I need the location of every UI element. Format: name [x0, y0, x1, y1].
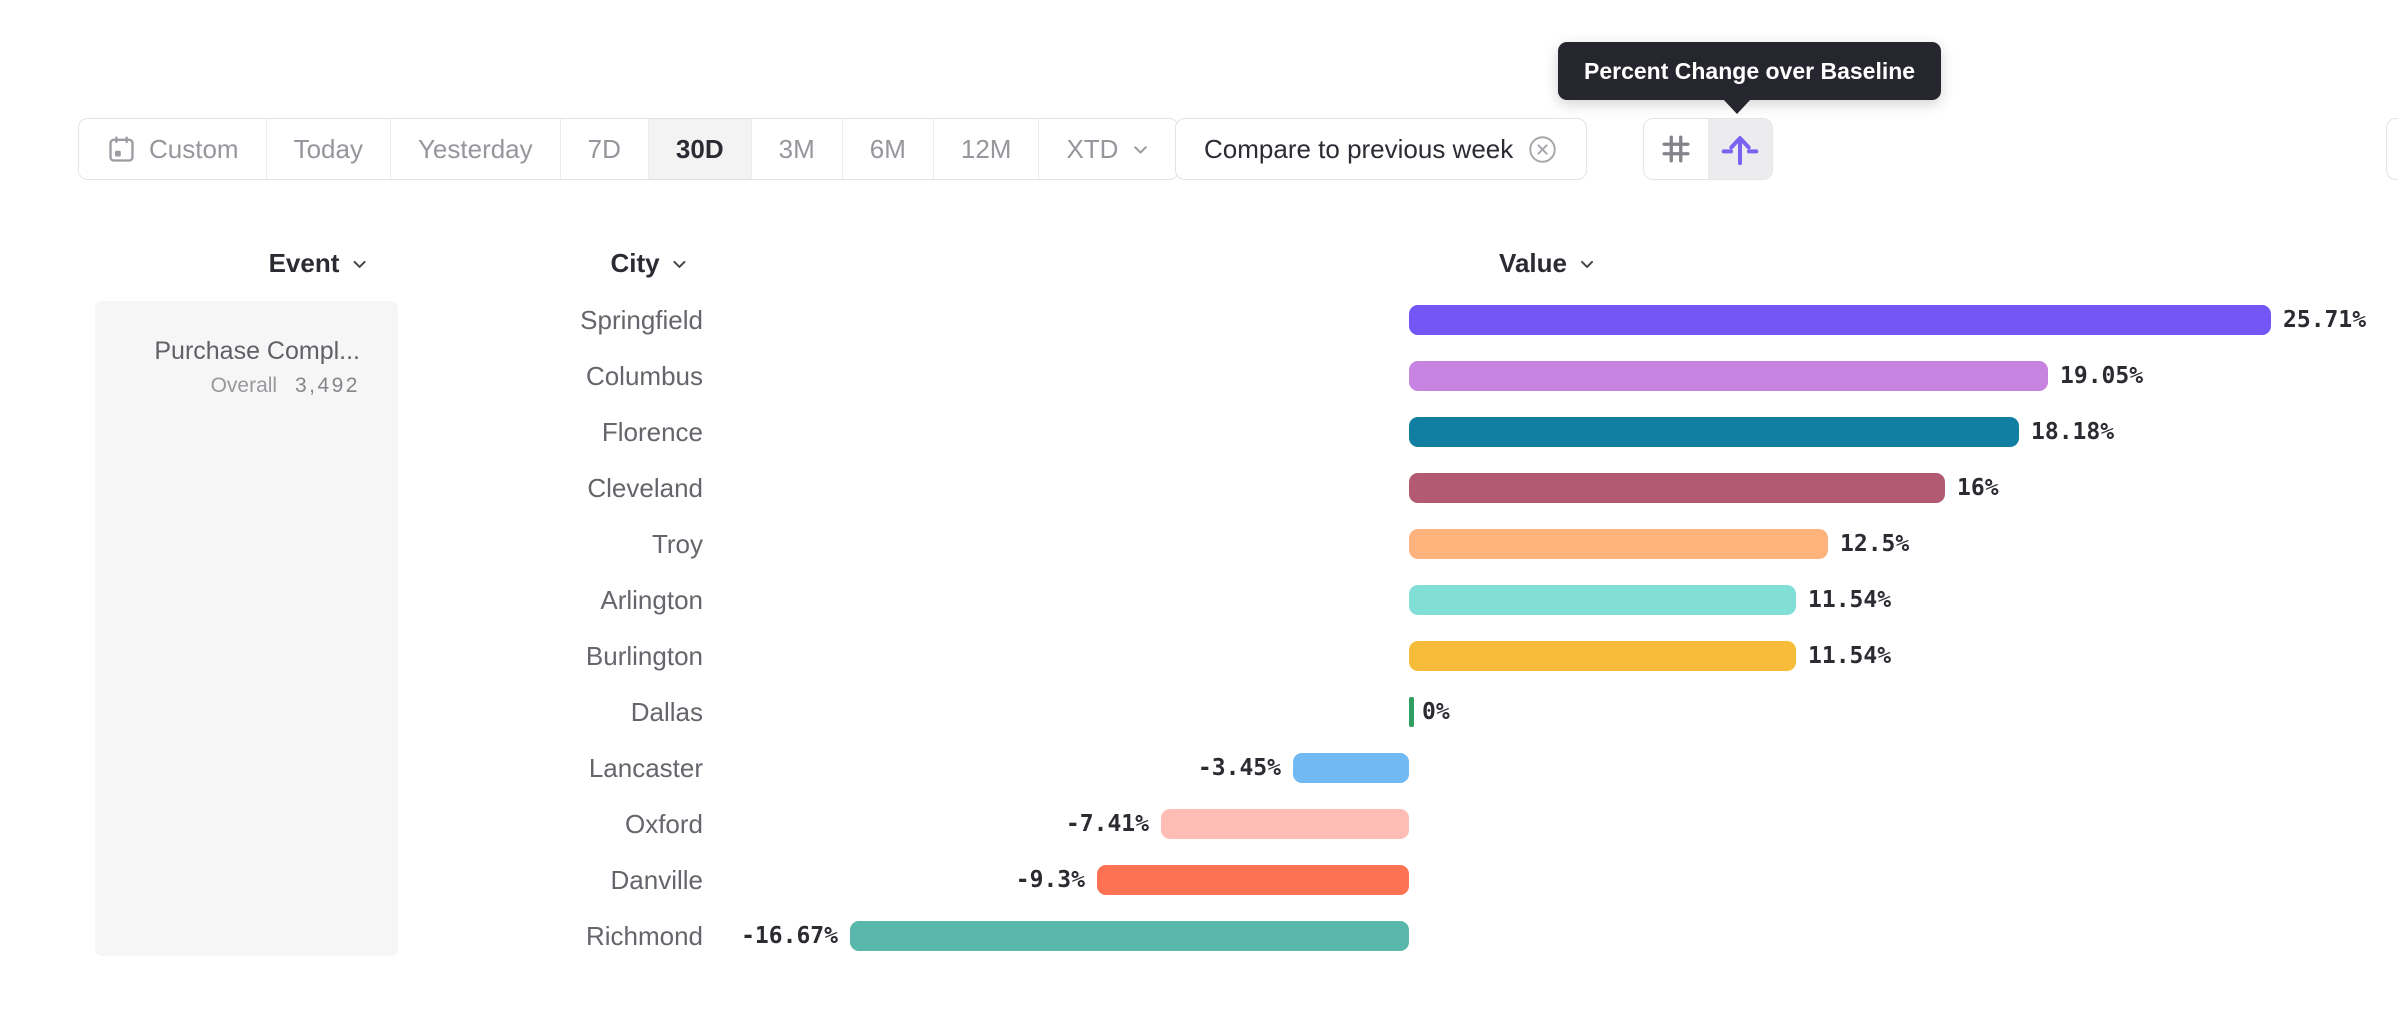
date-range-30d[interactable]: 30D	[648, 119, 752, 179]
column-header-event-label: Event	[268, 248, 340, 278]
city-label: Columbus	[585, 361, 703, 391]
event-title: Purchase Compl...	[154, 337, 360, 365]
tooltip-percent-change: Percent Change over Baseline	[1558, 42, 1942, 114]
date-range-12m[interactable]: 12M	[933, 119, 1040, 179]
bar[interactable]	[1409, 305, 2271, 335]
date-range-label: 30D	[675, 133, 724, 164]
bar-value-label: -3.45%	[1197, 755, 1281, 781]
city-label: Springfield	[580, 305, 703, 335]
chart-row: Troy 12.5%	[0, 516, 2398, 572]
bar[interactable]	[850, 921, 1409, 951]
bar-value-label: 0%	[1422, 699, 1450, 725]
date-range-label: 6M	[869, 133, 906, 164]
chart-row: Lancaster -3.45%	[0, 740, 2398, 796]
bar-value-label: -16.67%	[741, 923, 838, 949]
column-header-event[interactable]: Event	[269, 248, 370, 279]
date-range-label: 12M	[960, 133, 1012, 164]
chevron-down-icon	[1577, 254, 1597, 274]
bar-value-label: 11.54%	[1808, 587, 1892, 613]
city-label: Burlington	[585, 641, 703, 671]
event-overall: Overall 3,492	[115, 369, 360, 403]
bar[interactable]	[1409, 361, 2048, 391]
chart-row: Dallas 0%	[0, 684, 2398, 740]
chevron-down-icon	[1130, 139, 1151, 160]
date-range-6m[interactable]: 6M	[842, 119, 934, 179]
bar-value-label: -7.41%	[1065, 811, 1149, 837]
chart-row: Oxford -7.41%	[0, 796, 2398, 852]
chevron-down-icon	[349, 254, 369, 274]
bar-value-label: 11.54%	[1808, 643, 1892, 669]
grid-view-button[interactable]	[1644, 119, 1708, 179]
tooltip-arrow	[1723, 99, 1751, 114]
event-panel[interactable]: Purchase Compl... Overall 3,492	[95, 301, 398, 956]
clipped-right-button[interactable]	[2386, 118, 2398, 180]
bar-value-label: 19.05%	[2060, 363, 2144, 389]
city-label: Dallas	[630, 697, 703, 727]
chart-row: Burlington 11.54%	[0, 628, 2398, 684]
view-toggle	[1643, 118, 1773, 180]
date-range-label: 7D	[587, 133, 621, 164]
date-range-today[interactable]: Today	[266, 119, 391, 179]
bar-value-label: 25.71%	[2283, 307, 2367, 333]
tooltip-text: Percent Change over Baseline	[1584, 58, 1916, 84]
overall-value: 3,492	[294, 374, 360, 397]
bar[interactable]	[1097, 865, 1409, 895]
compare-button[interactable]: Compare to previous week	[1175, 118, 1588, 180]
bar[interactable]	[1409, 417, 2019, 447]
bar[interactable]	[1409, 641, 1796, 671]
overall-label: Overall	[210, 374, 278, 397]
calendar-icon	[106, 134, 137, 165]
bar[interactable]	[1409, 473, 1945, 503]
date-range-3m[interactable]: 3M	[751, 119, 843, 179]
city-label: Arlington	[600, 585, 703, 615]
bar[interactable]	[1409, 585, 1796, 615]
chart-row: Richmond -16.67%	[0, 908, 2398, 964]
close-circle-icon[interactable]	[1527, 134, 1558, 165]
date-range-custom[interactable]: Custom	[79, 119, 267, 179]
percent-change-view-button[interactable]	[1708, 119, 1772, 179]
city-label: Oxford	[624, 809, 703, 839]
chevron-down-icon	[670, 254, 690, 274]
city-label: Richmond	[585, 921, 703, 951]
grid-icon	[1657, 130, 1695, 168]
date-range-label: Today	[293, 133, 363, 164]
chart-row: Springfield 25.71%	[0, 292, 2398, 348]
chart-row: Columbus 19.05%	[0, 348, 2398, 404]
city-label: Florence	[601, 417, 703, 447]
date-range-group: Custom Today Yesterday 7D 30D 3M 6M 12M XTD	[78, 118, 1180, 180]
chart-row: Cleveland 16%	[0, 460, 2398, 516]
date-range-7d[interactable]: 7D	[560, 119, 649, 179]
date-range-label: Yesterday	[417, 133, 533, 164]
column-header-value[interactable]: Value	[1499, 248, 1597, 279]
bar[interactable]	[1409, 529, 1828, 559]
bar-value-label: 18.18%	[2031, 419, 2115, 445]
city-label: Cleveland	[587, 473, 703, 503]
bar-value-label: -9.3%	[1015, 867, 1085, 893]
column-header-city-label: City	[610, 248, 660, 278]
bar-chart: Springfield 25.71% Columbus 19.05% Florence 1…	[0, 292, 2398, 964]
bar[interactable]	[1293, 753, 1409, 783]
chart-row: Florence 18.18%	[0, 404, 2398, 460]
bar-value-label: 12.5%	[1840, 531, 1910, 557]
city-label: Danville	[610, 865, 704, 895]
date-range-yesterday[interactable]: Yesterday	[390, 119, 561, 179]
chart-row: Danville -9.3%	[0, 852, 2398, 908]
column-header-city[interactable]: City	[610, 248, 689, 279]
city-label: Lancaster	[588, 753, 703, 783]
column-header-value-label: Value	[1499, 248, 1567, 278]
city-label: Troy	[651, 529, 703, 559]
date-range-label: Custom	[149, 133, 239, 164]
date-range-xtd[interactable]: XTD	[1039, 119, 1179, 179]
bar-value-label: 16%	[1957, 475, 1999, 501]
percent-change-icon	[1720, 129, 1760, 169]
bar[interactable]	[1409, 697, 1414, 727]
date-range-label: XTD	[1066, 133, 1119, 164]
chart-row: Arlington 11.54%	[0, 572, 2398, 628]
date-range-label: 3M	[778, 133, 815, 164]
compare-label: Compare to previous week	[1204, 133, 1514, 164]
bar[interactable]	[1161, 809, 1409, 839]
